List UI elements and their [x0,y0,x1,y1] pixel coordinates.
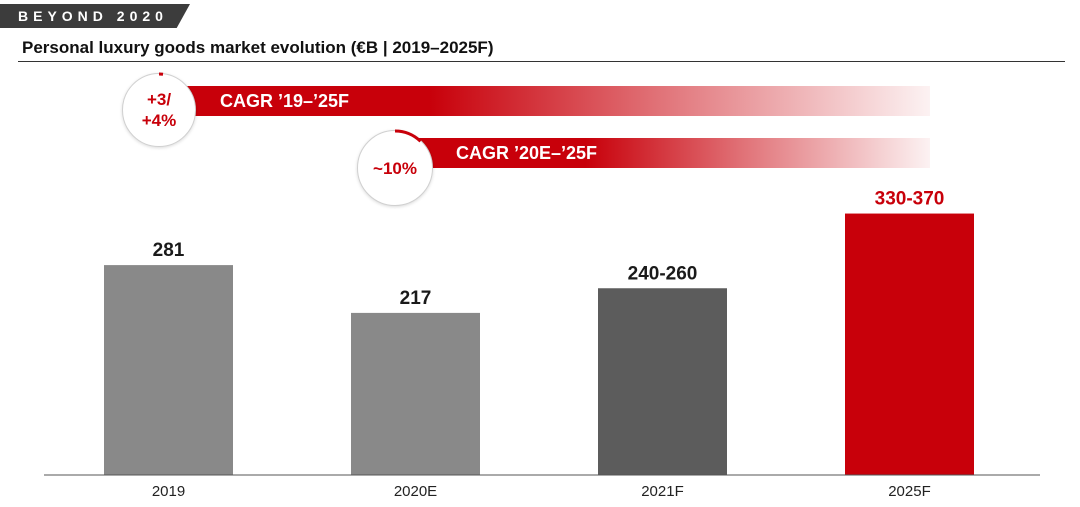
cagr-arc-icon [394,129,422,143]
cagr-value-line1: +3/ [146,90,172,109]
x-tick-label-2021f: 2021F [641,483,684,500]
cagr-label-2019-2025: CAGR ’19–’25F [220,91,350,111]
chart-title: Personal luxury goods market evolution (… [22,38,494,57]
title-divider [18,61,1065,62]
section-tag: BEYOND 2020 [0,4,190,28]
cagr-value: ~10% [373,158,417,178]
cagr-arc-icon [158,72,164,76]
cagr-band-2019-2025: CAGR ’19–’25F [160,86,930,116]
x-tick-label-2025f: 2025F [888,483,931,500]
data-label-2021f: 240-260 [628,263,698,284]
data-label-2025f: 330-370 [875,189,945,210]
cagr-circle-2020-2025: ~10% [357,130,433,206]
x-tick-label-2020e: 2020E [394,483,437,500]
bar-2025f [845,213,974,476]
cagr-circle-2019-2025: +3/ +4% [122,73,196,147]
bar-2021f [598,288,727,475]
x-tick-label-2019: 2019 [152,483,185,500]
cagr-band-2020-2025: CAGR ’20E–’25F [400,138,930,168]
data-label-2020e: 217 [400,288,432,309]
bar-2019 [104,265,233,475]
bar-2020e [351,312,480,475]
data-label-2019: 281 [153,240,185,261]
cagr-label-2020-2025: CAGR ’20E–’25F [456,143,598,163]
cagr-value-line2: +4% [141,111,177,130]
